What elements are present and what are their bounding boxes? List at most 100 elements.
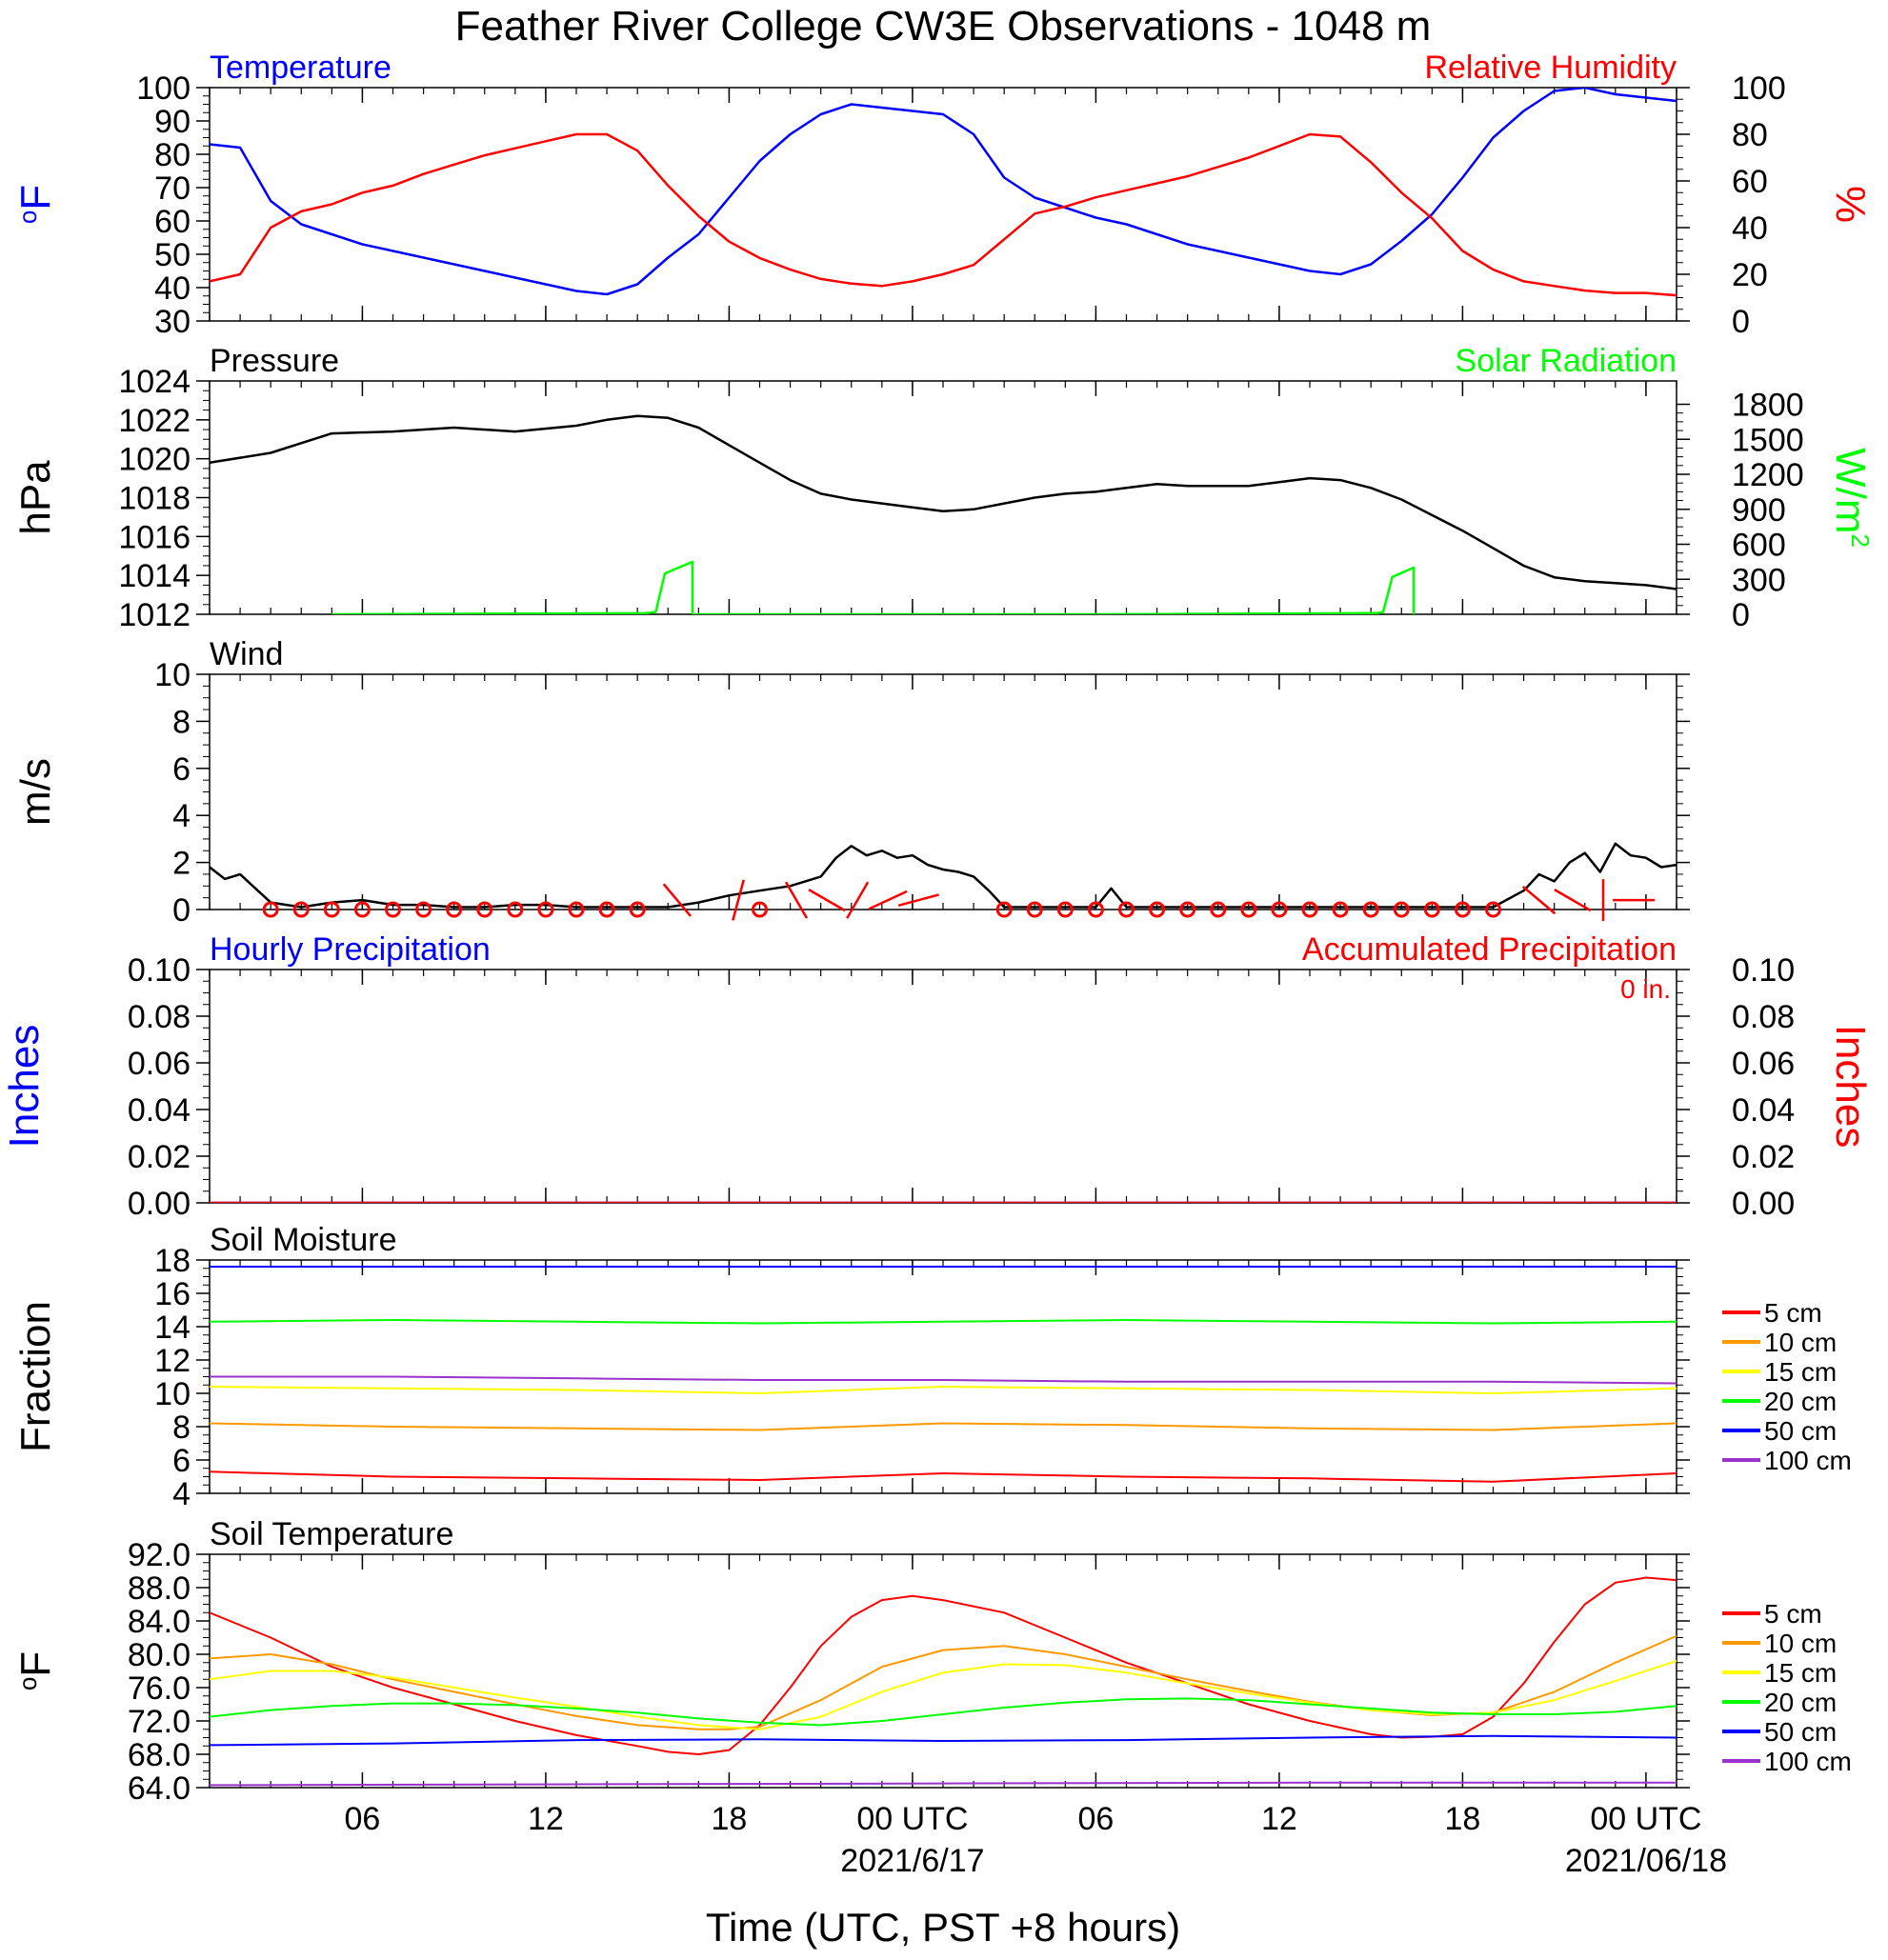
- y-left-tick-label: 0: [172, 892, 191, 929]
- x-axis-label: Time (UTC, PST +8 hours): [706, 1905, 1180, 1950]
- series-line-20-cm: [210, 1319, 1677, 1325]
- y-left-tick-label: 80.0: [128, 1637, 191, 1673]
- y-left-tick-label: 100: [136, 70, 191, 107]
- y-left-tick-label: 80: [154, 137, 191, 173]
- x-tick-label: 06: [1078, 1801, 1115, 1837]
- y-right-tick-label: 60: [1732, 164, 1768, 200]
- plot-frame: [209, 673, 1677, 910]
- panel-title-left: Hourly Precipitation: [210, 931, 491, 968]
- y-left-tick-label: 8: [172, 704, 191, 740]
- series-line-1: [331, 560, 1416, 614]
- panel-title-right: Solar Radiation: [1456, 343, 1677, 379]
- y-left-tick-label: 0.00: [128, 1186, 191, 1222]
- legend-label: 100 cm: [1764, 1747, 1852, 1776]
- panel-title-left: Soil Temperature: [210, 1516, 453, 1552]
- y-left-tick-label: 92.0: [128, 1537, 191, 1573]
- y-left-tick-label: 4: [172, 798, 191, 834]
- chart-panels: 30405060708090100020406080100Temperature…: [1, 50, 1875, 1807]
- plot-frame: [209, 380, 1677, 615]
- x-tick-label: 18: [1445, 1801, 1481, 1837]
- series-line-10-cm: [210, 1422, 1677, 1431]
- legend-label: 15 cm: [1764, 1658, 1837, 1688]
- series-line-5-cm: [210, 1470, 1677, 1483]
- y-right-tick-label: 0.04: [1732, 1092, 1795, 1129]
- y-left-tick-label: 0.02: [128, 1139, 191, 1175]
- y-right-tick-label: 100: [1732, 70, 1786, 107]
- unit-main: W/m: [1827, 448, 1874, 533]
- y-left-tick-label: 6: [172, 751, 191, 788]
- panel-title-right: Relative Humidity: [1424, 50, 1677, 86]
- legend-label: 20 cm: [1764, 1387, 1837, 1416]
- y-left-tick-label: 68.0: [128, 1737, 191, 1773]
- y-right-tick-label: 600: [1732, 528, 1786, 564]
- legend-label: 10 cm: [1764, 1629, 1837, 1658]
- x-tick-label: 00 UTC: [856, 1801, 968, 1837]
- legend-label: 50 cm: [1764, 1416, 1837, 1446]
- calm-wind-marker: [1485, 901, 1501, 918]
- y-right-tick-label: 0.08: [1732, 999, 1795, 1035]
- y-left-tick-label: 30: [154, 304, 191, 340]
- legend-label: 10 cm: [1764, 1328, 1837, 1357]
- y-left-axis-label: Fraction: [12, 1301, 59, 1452]
- x-tick-label: 12: [528, 1801, 564, 1837]
- panel-temp_rh: 30405060708090100020406080100Temperature…: [12, 50, 1874, 340]
- y-right-tick-label: 80: [1732, 117, 1768, 153]
- series-line-50-cm: [210, 1734, 1677, 1747]
- y-left-tick-label: 10: [154, 1376, 191, 1412]
- y-left-tick-label: 70: [154, 170, 191, 207]
- y-left-tick-label: 64.0: [128, 1770, 191, 1807]
- y-left-tick-label: 10: [154, 657, 191, 693]
- calm-wind-marker: [1271, 901, 1288, 918]
- y-right-tick-label: 0.00: [1732, 1186, 1795, 1222]
- wind-barb: [784, 881, 809, 919]
- y-right-axis-label: Inches: [1827, 1025, 1874, 1149]
- y-right-tick-label: 0: [1732, 597, 1750, 633]
- x-tick-label: 18: [712, 1801, 748, 1837]
- calm-wind-marker: [262, 901, 279, 918]
- calm-wind-marker: [446, 901, 463, 918]
- y-right-tick-label: 1500: [1732, 422, 1804, 458]
- calm-wind-marker: [1149, 901, 1166, 918]
- calm-wind-marker: [1301, 901, 1318, 918]
- x-date-label: 2021/6/17: [840, 1843, 984, 1879]
- calm-wind-marker: [1362, 901, 1379, 918]
- series-line-1: [210, 132, 1677, 297]
- y-left-axis-label: m/s: [12, 758, 59, 826]
- calm-wind-marker: [1393, 901, 1410, 918]
- y-right-tick-label: 0.06: [1732, 1046, 1795, 1082]
- calm-wind-marker: [292, 901, 310, 918]
- panel-title-left: Wind: [210, 636, 283, 672]
- series-line-0: [210, 842, 1677, 909]
- calm-wind-marker: [1332, 901, 1349, 918]
- calm-wind-marker: [1056, 901, 1074, 918]
- y-left-tick-label: 40: [154, 270, 191, 307]
- y-left-tick-label: 6: [172, 1443, 191, 1479]
- series-line-5-cm: [210, 1576, 1677, 1755]
- y-left-tick-label: 16: [154, 1276, 191, 1312]
- y-left-tick-label: 4: [172, 1476, 191, 1512]
- y-left-tick-label: 14: [154, 1310, 191, 1346]
- y-left-tick-label: 0.10: [128, 952, 191, 989]
- wind-barb: [808, 889, 846, 912]
- x-tick-label: 06: [345, 1801, 381, 1837]
- legend-label: 50 cm: [1764, 1717, 1837, 1747]
- series-line-0: [210, 414, 1677, 590]
- y-left-axis-label: oF: [12, 1651, 59, 1690]
- wind-barb: [897, 893, 939, 908]
- y-left-axis-label: hPa: [12, 460, 59, 535]
- wind-barb: [846, 881, 870, 919]
- y-right-tick-label: 1800: [1732, 388, 1804, 424]
- y-left-axis-label: Inches: [1, 1025, 48, 1149]
- y-left-tick-label: 1024: [118, 364, 191, 400]
- figure-title: Feather River College CW3E Observations …: [455, 3, 1432, 50]
- y-left-axis-label: oF: [12, 185, 59, 224]
- calm-wind-marker: [1454, 901, 1471, 918]
- panel-title-right: Accumulated Precipitation: [1302, 931, 1677, 968]
- calm-wind-marker: [1087, 901, 1104, 918]
- calm-wind-marker: [476, 901, 493, 918]
- unit-glyph: F: [12, 185, 59, 210]
- unit-glyph: F: [12, 1651, 59, 1677]
- wind-barb: [1554, 889, 1592, 912]
